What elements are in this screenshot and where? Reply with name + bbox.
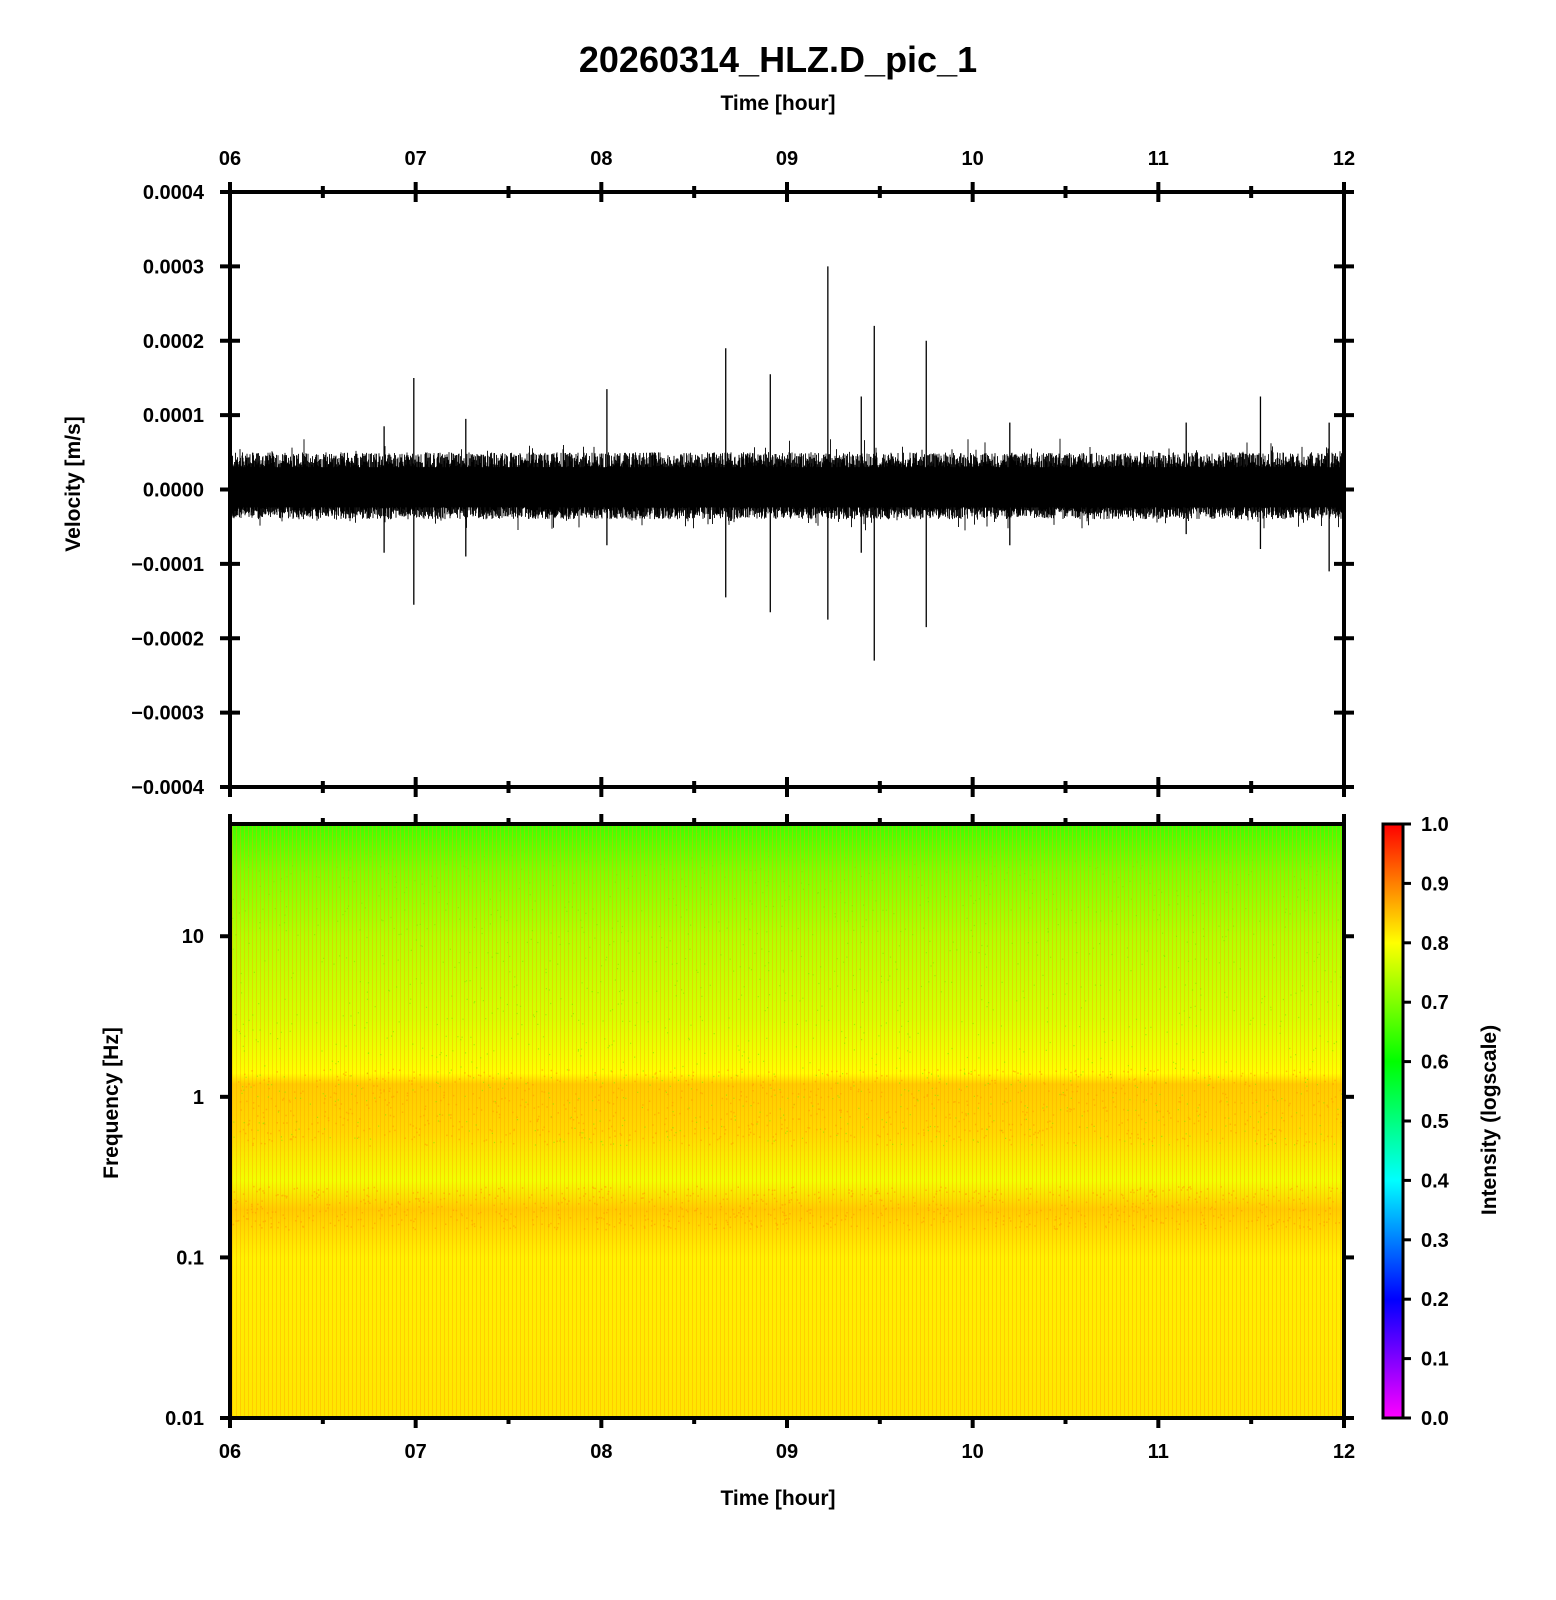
top-x-tick-label: 12 <box>1333 148 1355 170</box>
bottom-x-tick-label: 06 <box>219 1441 241 1463</box>
colorbar-tick-label: 0.8 <box>1421 933 1449 955</box>
bottom-x-tick-label: 11 <box>1148 1441 1169 1463</box>
waveform-core <box>231 467 1343 508</box>
top-x-tick-label: 06 <box>219 148 241 170</box>
waveform-y-tick-label: 0.0004 <box>143 182 205 204</box>
colorbar: 1.0 0.9 0.8 0.7 0.6 0.5 0.4 0.3 0.2 0.1 0.0 Intens… <box>1381 814 1501 1430</box>
waveform-y-tick-label: 0.0001 <box>143 405 204 427</box>
waveform-y-tick-label: −0.0003 <box>131 703 204 725</box>
colorbar-tick-label: 0.2 <box>1421 1289 1449 1311</box>
chart-title: 20260314_HLZ.D_pic_1 <box>579 39 977 80</box>
spectrogram-y-axis-label: Frequency [Hz] <box>100 1027 123 1179</box>
waveform-y-tick-label: −0.0001 <box>131 554 204 576</box>
spectrogram-y-tick-label: 0.1 <box>176 1247 204 1269</box>
colorbar-tick-label: 0.3 <box>1421 1230 1449 1252</box>
waveform-y-axis-label: Velocity [m/s] <box>62 416 85 551</box>
top-x-tick-label: 11 <box>1148 148 1169 170</box>
waveform-y-tick-label: 0.0003 <box>143 256 204 278</box>
bottom-x-axis-label: Time [hour] <box>720 1487 835 1510</box>
spectrogram-frame <box>228 822 1346 1420</box>
bottom-x-tick-label: 08 <box>590 1441 612 1463</box>
colorbar-ticks: 1.0 0.9 0.8 0.7 0.6 0.5 0.4 0.3 0.2 0.1 0.0 <box>1403 814 1450 1430</box>
colorbar-tick-label: 0.6 <box>1421 1052 1449 1074</box>
colorbar-gradient <box>1381 822 1405 1420</box>
spectrogram-panel: Frequency [Hz] 06 07 08 09 10 11 120.010.1110 … <box>100 814 1355 1510</box>
top-x-axis-label: Time [hour] <box>720 92 835 115</box>
colorbar-tick-label: 0.4 <box>1421 1170 1450 1192</box>
colorbar-label: Intensity (logscale) <box>1478 1025 1501 1215</box>
spectrogram-y-tick-label: 0.01 <box>165 1408 204 1430</box>
waveform-y-tick-label: −0.0002 <box>131 628 204 650</box>
colorbar-tick-label: 1.0 <box>1421 814 1449 836</box>
colorbar-tick-label: 0.7 <box>1421 992 1449 1014</box>
colorbar-tick-label: 0.1 <box>1421 1349 1449 1371</box>
colorbar-tick-label: 0.9 <box>1421 873 1449 895</box>
spectrogram-y-tick-label: 1 <box>193 1087 204 1109</box>
top-x-tick-label: 09 <box>776 148 798 170</box>
colorbar-tick-label: 0.0 <box>1421 1408 1449 1430</box>
waveform-frame <box>228 190 1346 789</box>
bottom-x-tick-label: 12 <box>1333 1441 1355 1463</box>
waveform-y-tick-label: 0.0000 <box>143 480 204 502</box>
top-x-tick-label: 10 <box>962 148 984 170</box>
spectrogram-texture <box>230 824 1344 1418</box>
bottom-x-tick-label: 09 <box>776 1441 798 1463</box>
top-x-tick-label: 07 <box>405 148 427 170</box>
bottom-x-tick-label: 07 <box>405 1441 427 1463</box>
waveform-panel: Velocity [m/s] 06 07 08 09 10 11 12 0.0004 0.000… <box>62 148 1355 799</box>
top-x-tick-label: 08 <box>590 148 612 170</box>
colorbar-tick-label: 0.5 <box>1421 1111 1449 1133</box>
waveform-y-tick-label: −0.0004 <box>131 777 205 799</box>
waveform-y-tick-label: 0.0002 <box>143 331 204 353</box>
bottom-x-tick-label: 10 <box>962 1441 984 1463</box>
spectrogram-y-tick-label: 10 <box>182 926 204 948</box>
waveform-trace <box>230 266 1343 661</box>
